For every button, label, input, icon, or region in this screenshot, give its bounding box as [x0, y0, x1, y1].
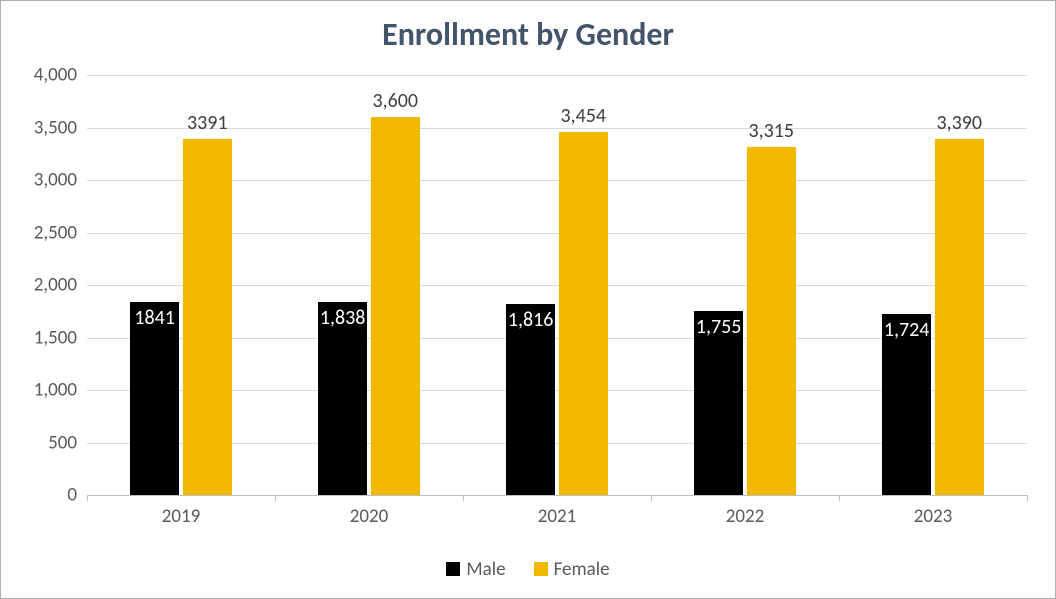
x-tickmark: [1027, 495, 1028, 501]
gridline: [87, 75, 1027, 76]
x-tick-label: 2020: [350, 505, 389, 528]
y-tick-label: 2,000: [34, 274, 87, 297]
legend-swatch: [446, 562, 460, 576]
chart-title: Enrollment by Gender: [1, 15, 1055, 54]
bar-female: [559, 132, 608, 495]
x-tick-label: 2023: [914, 505, 953, 528]
data-label: 1,755: [684, 315, 753, 339]
data-label: 3,315: [737, 119, 806, 143]
x-tick-label: 2022: [726, 505, 765, 528]
data-label: 3,390: [925, 111, 994, 135]
data-label: 1,724: [872, 318, 941, 342]
bar-female: [183, 139, 232, 495]
x-tickmark: [839, 495, 840, 501]
bar-male: [318, 302, 367, 495]
legend-label: Male: [466, 558, 505, 581]
x-tickmark: [87, 495, 88, 501]
legend-label: Female: [554, 558, 610, 581]
legend: Male Female: [1, 558, 1055, 583]
data-label: 3391: [173, 111, 242, 135]
x-tickmark: [275, 495, 276, 501]
data-label: 3,600: [361, 89, 430, 113]
x-tickmark: [651, 495, 652, 501]
y-tick-label: 0: [67, 484, 87, 507]
x-tick-label: 2019: [162, 505, 201, 528]
y-tick-label: 2,500: [34, 221, 87, 244]
bar-female: [935, 139, 984, 495]
y-tick-label: 3,500: [34, 116, 87, 139]
y-tick-label: 3,000: [34, 169, 87, 192]
y-tick-label: 4,000: [34, 64, 87, 87]
legend-item-female: Female: [534, 558, 610, 581]
legend-item-male: Male: [446, 558, 505, 581]
data-label: 1,816: [496, 308, 565, 332]
y-tick-label: 500: [48, 431, 87, 454]
y-tick-label: 1,000: [34, 379, 87, 402]
bar-female: [747, 147, 796, 495]
x-tickmark: [463, 495, 464, 501]
chart-container: Enrollment by Gender 05001,0001,5002,000…: [0, 0, 1056, 599]
data-label: 1841: [120, 306, 189, 330]
bar-female: [371, 117, 420, 495]
plot-area: 05001,0001,5002,0002,5003,0003,5004,0001…: [87, 75, 1027, 495]
x-tick-label: 2021: [538, 505, 577, 528]
y-tick-label: 1,500: [34, 326, 87, 349]
legend-swatch: [534, 562, 548, 576]
data-label: 3,454: [549, 104, 618, 128]
bar-male: [506, 304, 555, 495]
data-label: 1,838: [308, 306, 377, 330]
gridline: [87, 495, 1027, 496]
bar-male: [130, 302, 179, 495]
